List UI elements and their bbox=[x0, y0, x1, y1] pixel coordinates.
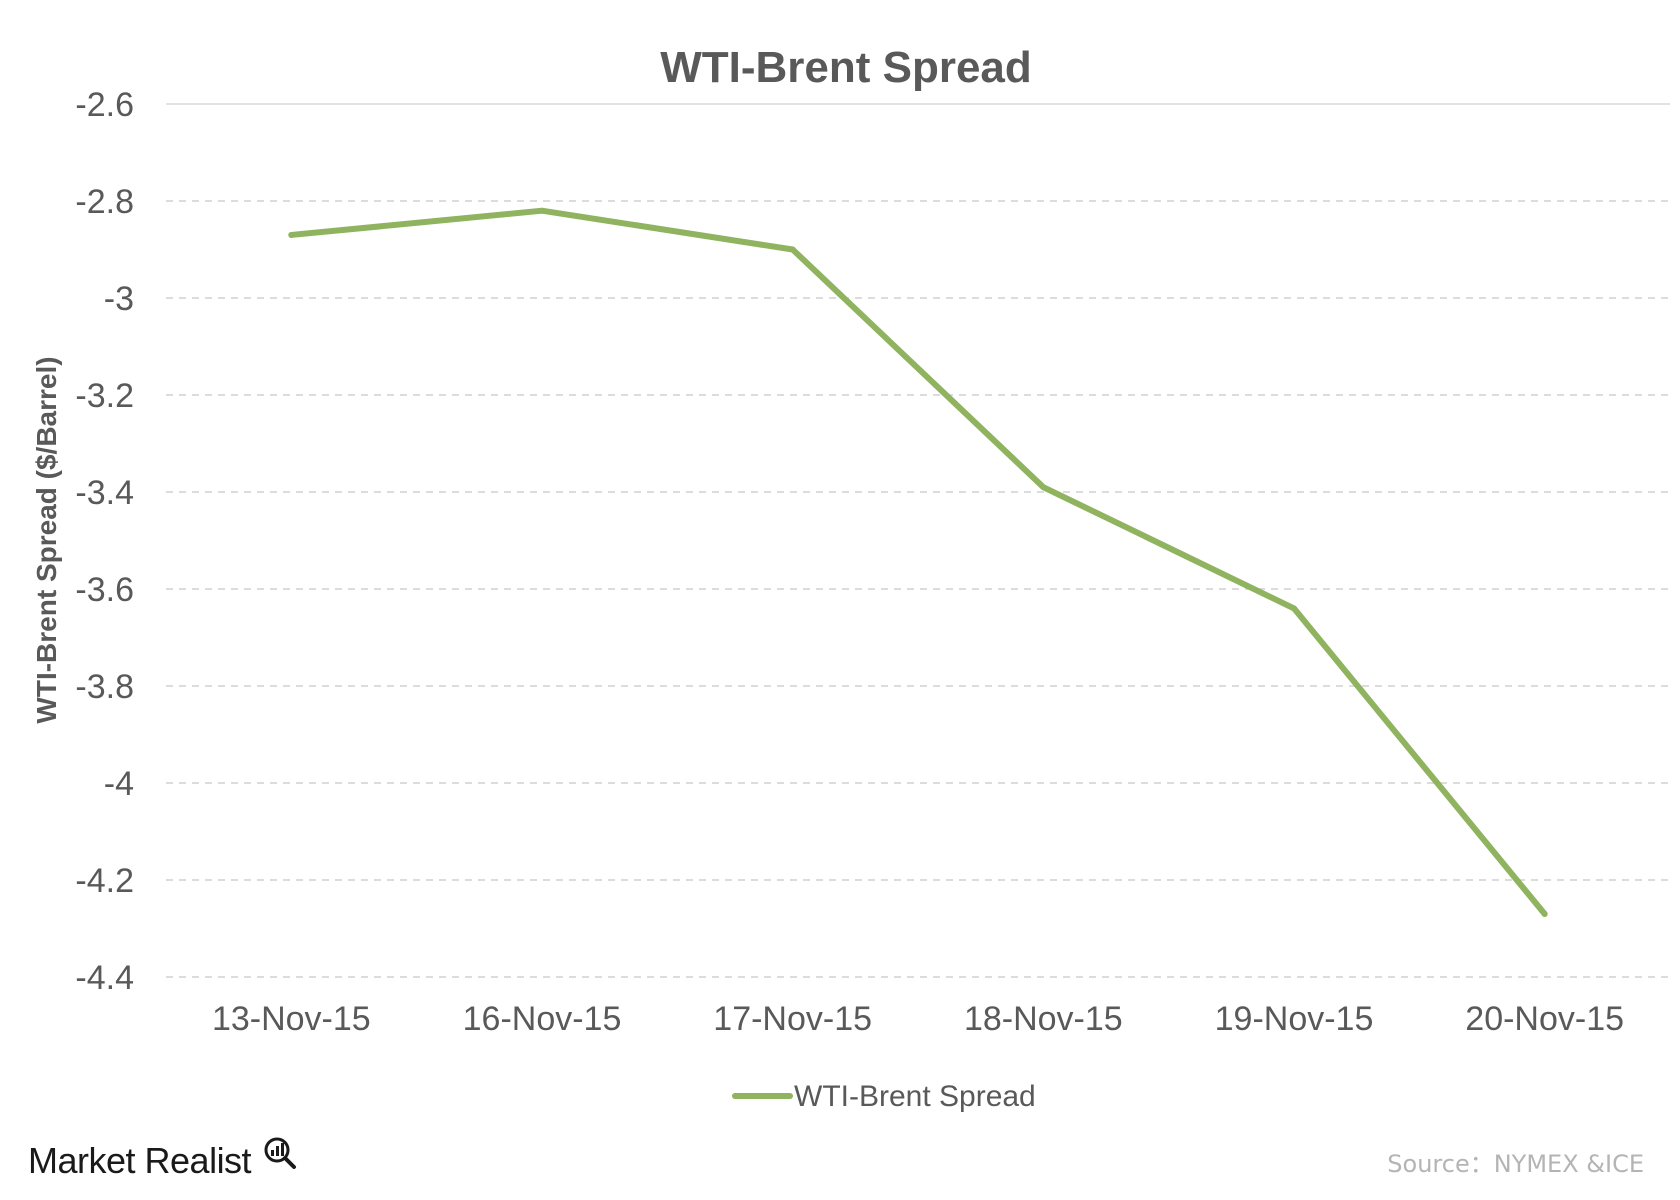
y-axis-tick-labels: -2.6 -2.8 -3 -3.2 -3.4 -3.6 -3.8 -4 -4.2 -4.4 bbox=[75, 86, 134, 997]
x-tick-label: 16-Nov-15 bbox=[463, 1000, 622, 1038]
source-note: Source：NYMEX &ICE bbox=[1387, 1150, 1644, 1178]
y-tick-label: -3 bbox=[104, 280, 134, 318]
x-tick-label: 19-Nov-15 bbox=[1215, 1000, 1374, 1038]
y-axis-label: WTI-Brent Spread ($/Barrel) bbox=[31, 356, 62, 723]
y-tick-label: -2.8 bbox=[75, 183, 134, 221]
y-tick-label: -4.4 bbox=[75, 959, 134, 997]
magnifier-chart-icon bbox=[264, 1137, 296, 1169]
y-tick-label: -3.2 bbox=[75, 377, 134, 415]
legend-label: WTI-Brent Spread bbox=[794, 1080, 1036, 1113]
gridlines bbox=[166, 103, 1670, 978]
y-tick-label: -4 bbox=[104, 765, 134, 803]
chart-title: WTI-Brent Spread bbox=[660, 43, 1032, 92]
y-tick-label: -3.8 bbox=[75, 668, 134, 706]
y-tick-label: -3.4 bbox=[75, 474, 134, 512]
data-point bbox=[789, 246, 796, 253]
y-tick-label: -3.6 bbox=[75, 571, 134, 609]
x-tick-label: 18-Nov-15 bbox=[964, 1000, 1123, 1038]
market-realist-logo: Market Realist bbox=[28, 1140, 252, 1182]
data-point bbox=[1040, 484, 1047, 491]
x-tick-label: 17-Nov-15 bbox=[713, 1000, 872, 1038]
y-tick-label: -2.6 bbox=[75, 86, 134, 124]
data-point bbox=[1541, 910, 1548, 917]
legend: WTI-Brent Spread bbox=[732, 1080, 1036, 1113]
data-point bbox=[539, 207, 545, 214]
x-tick-label: 13-Nov-15 bbox=[212, 1000, 371, 1038]
y-tick-label: -4.2 bbox=[75, 862, 134, 900]
x-tick-label: 20-Nov-15 bbox=[1465, 1000, 1624, 1038]
data-point bbox=[1291, 605, 1297, 612]
series-line bbox=[288, 207, 1548, 917]
logo-text: Market Realist bbox=[28, 1140, 252, 1181]
x-axis-tick-labels: 13-Nov-15 16-Nov-15 17-Nov-15 18-Nov-15 19-N… bbox=[212, 1000, 1624, 1038]
series-layer bbox=[288, 207, 1548, 917]
data-point bbox=[288, 231, 295, 238]
